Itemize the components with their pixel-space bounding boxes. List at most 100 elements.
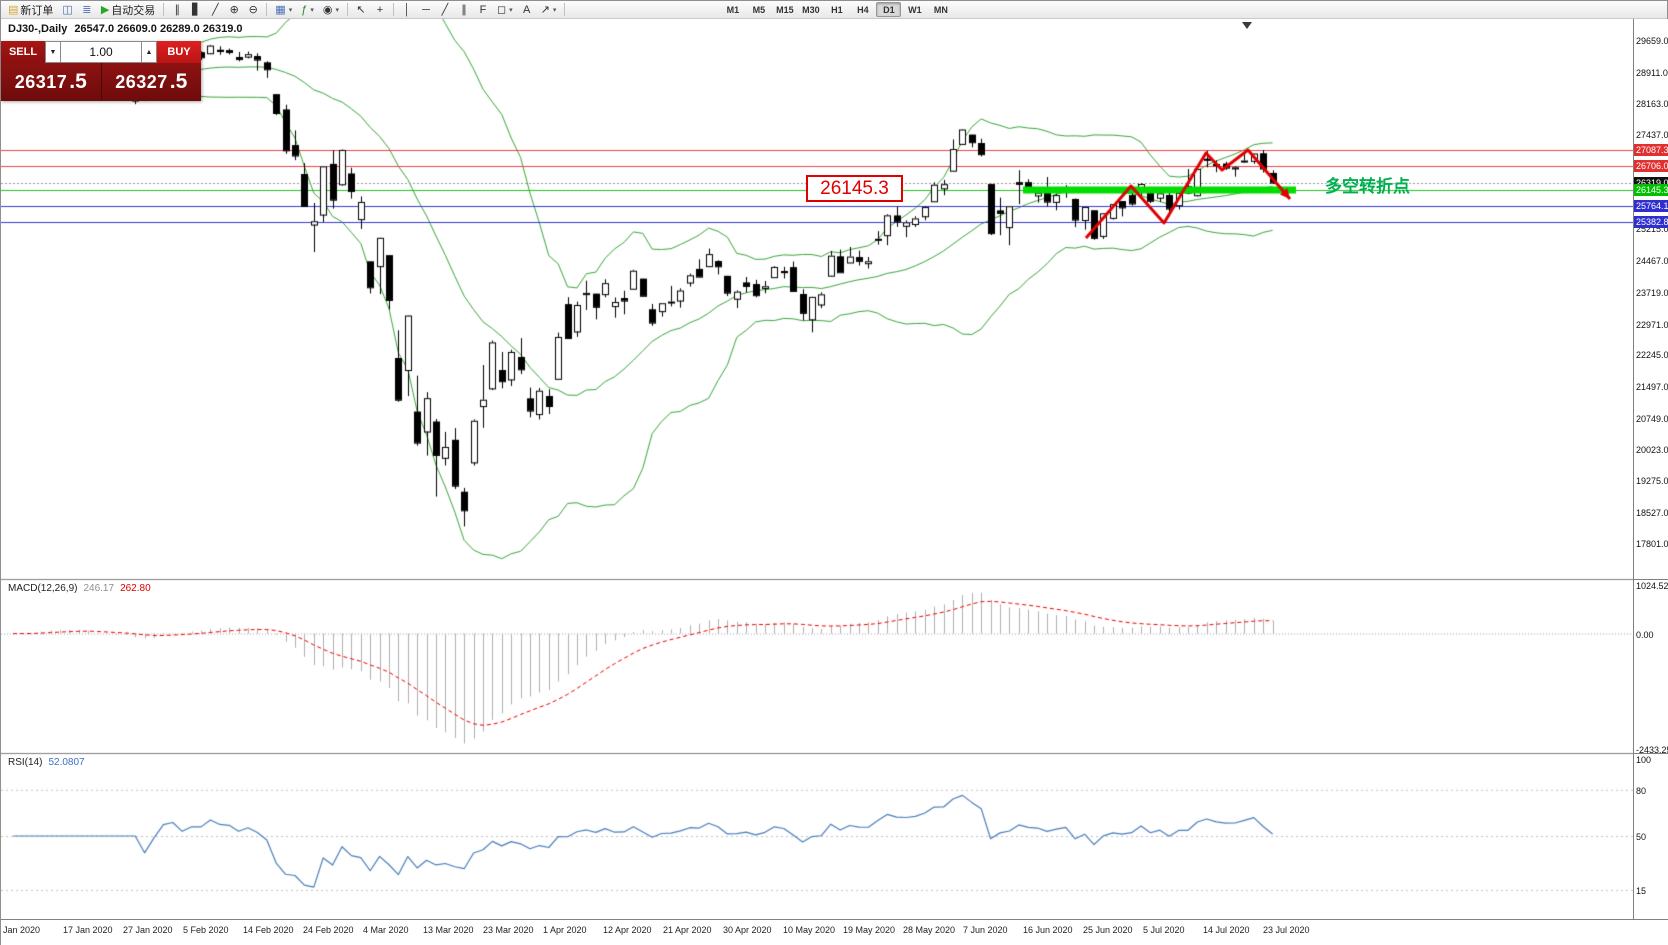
horizontal-line-button[interactable]: ─ <box>417 2 435 18</box>
chart-canvas[interactable] <box>1 19 1633 919</box>
one-click-trade-panel: SELL ▼ 1.00 ▲ BUY 26317 .5 26327 .5 <box>1 41 201 101</box>
macd-value: 246.17 <box>83 583 115 594</box>
time-axis-label: 30 Apr 2020 <box>723 925 772 935</box>
zoom-in-icon: ⊕ <box>229 3 239 16</box>
sell-button[interactable]: SELL <box>1 41 45 63</box>
trade-panel-controls: SELL ▼ 1.00 ▲ BUY <box>1 41 201 63</box>
timeframe-button-m1[interactable]: M1 <box>726 4 740 15</box>
timeframe-button-w1[interactable]: W1 <box>908 4 922 15</box>
macd-axis-label: 0.00 <box>1636 629 1654 640</box>
rsi-value: 52.0807 <box>48 757 85 768</box>
new-order-button[interactable]: ▤ 新订单 <box>4 2 57 18</box>
bar-chart-type-button[interactable]: ∥ <box>168 2 186 18</box>
dropdown-arrow-icon: ▾ <box>288 6 293 14</box>
text-label-icon: A <box>522 3 531 16</box>
price-axis-label: 23719.0 <box>1636 287 1668 298</box>
time-axis-label: Jan 2020 <box>3 925 41 935</box>
trendline-button[interactable]: ╱ <box>436 2 454 18</box>
timeframe-button-m15[interactable]: M15 <box>776 4 794 15</box>
cursor-button[interactable]: ↖ <box>352 2 370 18</box>
dropdown-arrow-icon: ▾ <box>509 6 513 14</box>
cursor-icon: ↖ <box>356 3 366 16</box>
price-axis-label: 25215.0 <box>1636 224 1668 235</box>
toolbar-separator <box>564 3 566 16</box>
price-annotation-box: 26145.3 <box>806 175 903 202</box>
bar-chart-type-icon: ∥ <box>174 3 181 16</box>
candlestick-type-button[interactable]: ▋ <box>187 2 205 18</box>
zoom-in-button[interactable]: ⊕ <box>225 2 243 18</box>
periods-icon: ◉ <box>322 3 333 16</box>
rsi-indicator-label: RSI(14) 52.0807 <box>8 757 85 768</box>
axis-pane-separator <box>1634 753 1668 754</box>
autotrading-button[interactable]: ▶ 自动交易 <box>97 2 159 18</box>
chart-area: DJ30-,Daily 26547.0 26609.0 26289.0 2631… <box>1 19 1668 945</box>
volume-down-icon[interactable]: ▼ <box>45 41 61 63</box>
price-axis-tag[interactable]: 25382.8 <box>1634 216 1668 229</box>
arrows-button[interactable]: ↗ ▾ <box>537 2 561 18</box>
price-axis-label: 24467.0 <box>1636 256 1668 267</box>
shapes-icon: ◻ <box>496 3 507 16</box>
ask-price-display: 26327 .5 <box>102 63 202 101</box>
axis-pane-separator <box>1634 579 1668 580</box>
trendline-icon: ╱ <box>441 3 449 16</box>
text-label-button[interactable]: A <box>518 2 536 18</box>
volume-input[interactable]: 1.00 <box>61 41 141 63</box>
time-axis[interactable]: Jan 2020 17 Jan 2020 27 Jan 2020 5 Feb 2020… <box>1 919 1668 945</box>
crosshair-icon: + <box>376 3 384 16</box>
autotrading-icon: ▶ <box>100 3 110 16</box>
vertical-line-button[interactable]: │ <box>398 2 416 18</box>
zoom-out-button[interactable]: ⊖ <box>244 2 262 18</box>
timeframe-button-m5[interactable]: M5 <box>752 4 766 15</box>
time-axis-label: 14 Jul 2020 <box>1203 925 1250 935</box>
time-axis-label: 12 Apr 2020 <box>603 925 652 935</box>
chart-window-icon[interactable]: ◫ <box>58 2 76 18</box>
dropdown-arrow-icon: ▾ <box>310 6 314 14</box>
timeframe-button-h4[interactable]: H4 <box>857 4 869 15</box>
dropdown-arrow-icon: ▾ <box>552 6 557 14</box>
time-axis-label: 17 Jan 2020 <box>63 925 113 935</box>
price-axis-label: 21497.0 <box>1636 382 1668 393</box>
shapes-button[interactable]: ◻ ▾ <box>493 2 517 18</box>
market-watch-icon[interactable]: ≣ <box>78 2 96 18</box>
timeframe-button-mn[interactable]: MN <box>933 4 948 15</box>
price-axis-label: 28911.0 <box>1636 67 1668 78</box>
time-axis-label: 5 Jul 2020 <box>1143 925 1185 935</box>
line-chart-type-button[interactable]: ╱ <box>206 2 224 18</box>
chart-shift-marker-icon[interactable] <box>1242 22 1252 29</box>
time-axis-label: 5 Feb 2020 <box>183 925 229 935</box>
toolbar-separator <box>346 3 348 16</box>
chart-window-icon-icon: ◫ <box>62 3 73 16</box>
vertical-line-icon: │ <box>403 3 411 16</box>
timeframe-button-m30[interactable]: M30 <box>802 4 820 15</box>
toolbar-button-label: 新订单 <box>20 4 54 17</box>
trade-panel-prices: 26317 .5 26327 .5 <box>1 63 201 101</box>
price-axis-label: 20749.0 <box>1636 413 1668 424</box>
buy-button[interactable]: BUY <box>157 41 201 63</box>
timeframe-button-d1[interactable]: D1 <box>876 2 902 17</box>
price-axis-label: 19275.0 <box>1636 476 1668 487</box>
turning-point-label: 多空转折点 <box>1325 177 1410 196</box>
volume-up-icon[interactable]: ▲ <box>141 41 157 63</box>
price-axis-tag[interactable]: 26706.0 <box>1634 160 1668 173</box>
time-axis-label: 1 Apr 2020 <box>543 925 587 935</box>
market-watch-icon-icon: ≣ <box>82 3 92 16</box>
time-axis-label: 13 Mar 2020 <box>423 925 474 935</box>
macd-axis-label: 1024.52 <box>1636 581 1668 591</box>
timeframe-button-h1[interactable]: H1 <box>831 4 843 15</box>
new-order-icon: ▤ <box>8 3 19 16</box>
chart-symbol-period: DJ30-,Daily <box>8 23 68 35</box>
fibonacci-button[interactable]: F <box>474 2 492 18</box>
price-axis-tag[interactable]: 25764.1 <box>1634 200 1668 213</box>
time-axis-label: 14 Feb 2020 <box>243 925 294 935</box>
indicators-button[interactable]: ƒ ▾ <box>297 2 318 18</box>
equidistant-channel-button[interactable]: ∥ <box>455 2 473 18</box>
price-axis-tag[interactable]: 27087.3 <box>1634 144 1668 157</box>
time-axis-label: 21 Apr 2020 <box>663 925 712 935</box>
dropdown-arrow-icon: ▾ <box>335 6 339 14</box>
crosshair-button[interactable]: + <box>371 2 389 18</box>
price-axis[interactable]: 29659.0 28911.0 28163.0 27437.0 25215.0 24467… <box>1633 19 1668 919</box>
price-axis-tag[interactable]: 26145.3 <box>1634 184 1668 196</box>
tile-windows-button[interactable]: ▦ ▾ <box>271 2 296 18</box>
periods-button[interactable]: ◉ ▾ <box>319 2 343 18</box>
